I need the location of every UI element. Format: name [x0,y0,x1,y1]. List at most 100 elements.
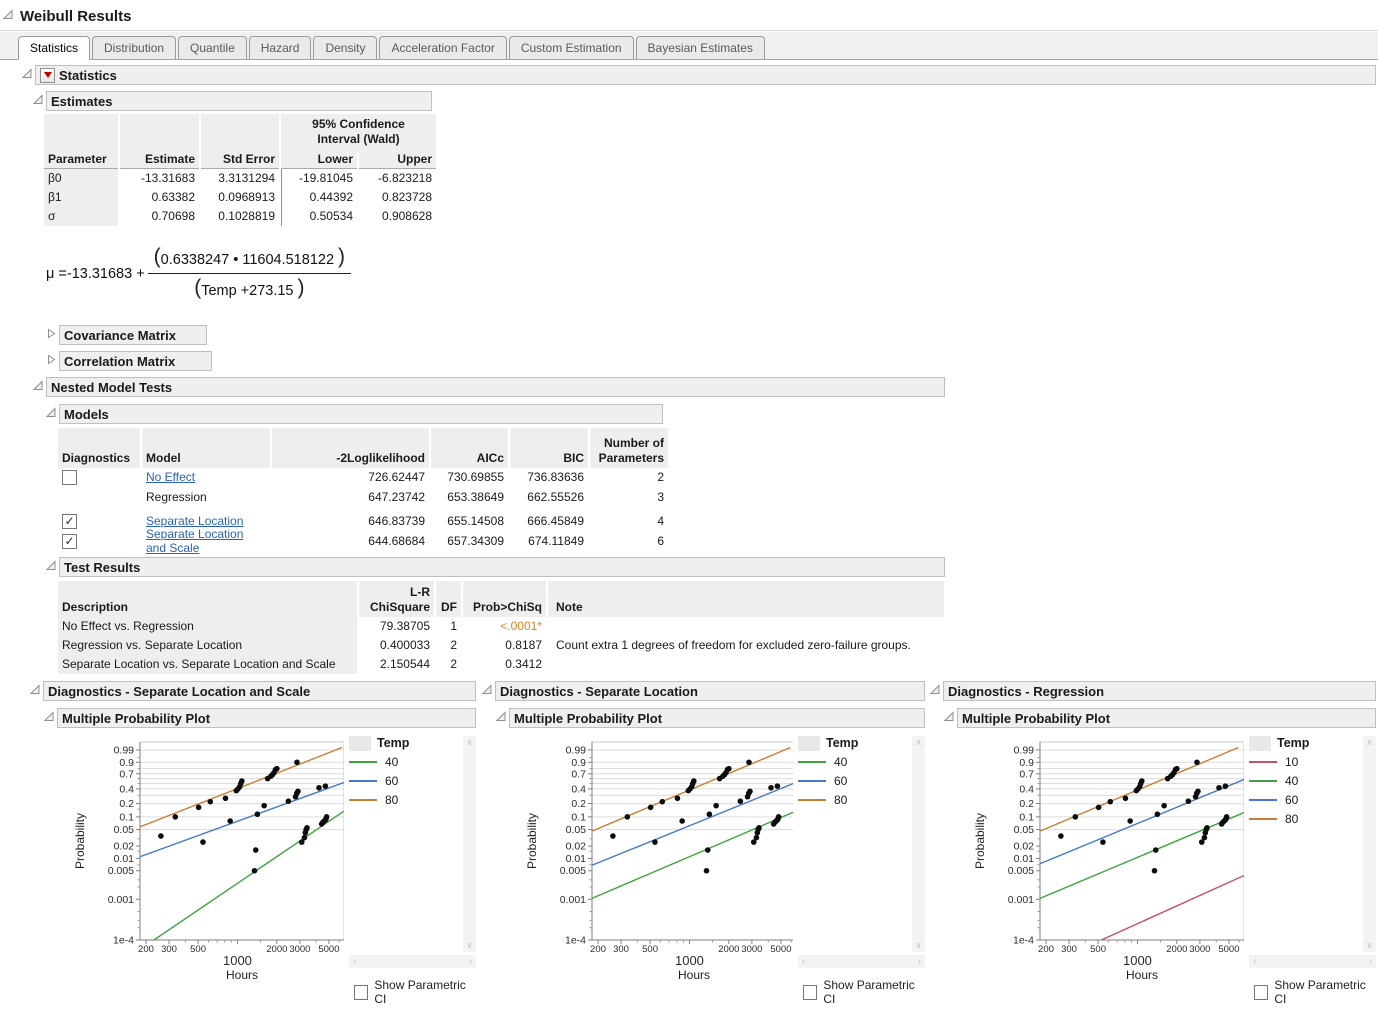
test-chisquare: 79.38705 [379,618,430,633]
disclosure-open-icon[interactable] [29,684,41,698]
scroll-left-icon[interactable]: ‹ [353,956,357,967]
diagnostics-panels: Diagnostics - Separate Location and Scal… [29,681,1378,1006]
scroll-up-icon[interactable]: ∧ [1366,737,1373,747]
legend-item-40[interactable]: 40 [349,752,476,771]
svg-text:1000: 1000 [1123,953,1152,968]
model-link-separate-location-and-scale[interactable]: Separate Location and Scale [146,527,244,555]
tab-custom-estimation[interactable]: Custom Estimation [508,36,634,59]
svg-text:200: 200 [1038,944,1054,955]
disclosure-open-icon[interactable] [943,711,955,725]
probability-plot[interactable]: 0.990.90.7 0.4 0.20.10.05 0.020.010.005 0.00… [496,732,793,982]
legend-item-60[interactable]: 60 [1249,790,1376,809]
scroll-left-icon[interactable]: ‹ [1253,956,1257,967]
scroll-down-icon[interactable]: ∨ [1366,940,1373,950]
tab-statistics[interactable]: Statistics [18,36,91,60]
diagnostics-panel-diagnostics-regression: Diagnostics - Regression Multiple Probabi… [929,681,1376,1006]
models-col-header: BIC [510,428,588,468]
divider [0,30,1378,32]
disclosure-open-icon[interactable] [21,68,33,82]
diagnostics-checkbox[interactable] [62,469,77,485]
disclosure-open-icon[interactable] [32,94,44,108]
scroll-left-icon[interactable]: ‹ [802,956,806,967]
tab-quantile[interactable]: Quantile [178,36,247,59]
show-parametric-ci-checkbox[interactable] [803,984,818,1000]
svg-text:5000: 5000 [318,944,339,955]
legend-item-40[interactable]: 40 [798,752,925,771]
disclosure-closed-icon[interactable] [46,354,57,368]
tab-bar: Statistics Distribution Quantile Hazard Dens… [0,32,1378,60]
svg-text:5000: 5000 [1218,944,1239,955]
scroll-right-icon[interactable]: › [917,956,921,967]
tab-hazard[interactable]: Hazard [248,36,312,59]
disclosure-open-icon[interactable] [32,380,44,394]
scroll-right-icon[interactable]: › [1368,956,1372,967]
show-parametric-ci-checkbox[interactable] [1254,984,1269,1000]
red-triangle-menu-icon[interactable] [40,67,55,83]
disclosure-open-icon[interactable] [43,711,55,725]
scroll-up-icon[interactable]: ∧ [466,737,473,747]
scroll-down-icon[interactable]: ∨ [466,940,473,950]
scroll-right-icon[interactable]: › [468,956,472,967]
svg-text:0.9: 0.9 [1019,757,1034,769]
legend-item-label: 80 [834,792,848,807]
horizontal-scrollbar[interactable]: ‹ › [1249,955,1376,968]
vertical-scrollbar[interactable]: ∧ ∨ [463,736,476,952]
disclosure-open-icon[interactable] [495,711,507,725]
tab-bayesian-estimates[interactable]: Bayesian Estimates [635,36,765,59]
horizontal-scrollbar[interactable]: ‹ › [349,955,476,968]
plot-header-row: Multiple Probability Plot [43,708,476,728]
legend-item-10[interactable]: 10 [1249,752,1376,771]
disclosure-closed-icon[interactable] [46,328,57,342]
svg-text:1e-4: 1e-4 [1013,934,1034,946]
legend-line-swatch [1249,760,1277,763]
disclosure-open-icon[interactable] [481,684,493,698]
model-name-cell: Regression [142,488,270,508]
vertical-scrollbar[interactable]: ∧ ∨ [912,736,925,952]
tab-acceleration-factor[interactable]: Acceleration Factor [379,36,507,59]
legend-item-60[interactable]: 60 [349,771,476,790]
svg-text:1000: 1000 [223,953,252,968]
svg-text:0.02: 0.02 [1014,841,1035,853]
estimates-value: -19.81045 [281,169,357,188]
x-axis-label: Hours [678,968,710,982]
tab-density[interactable]: Density [313,36,378,59]
show-parametric-ci-row: Show Parametric CI [803,978,925,1006]
y-axis-label: Probability [525,813,539,869]
legend-title: Temp [377,736,410,750]
disclosure-open-icon[interactable] [2,9,14,23]
svg-text:0.9: 0.9 [119,757,134,769]
legend-item-40[interactable]: 40 [1249,771,1376,790]
legend-item-80[interactable]: 80 [349,790,476,809]
show-parametric-ci-label: Show Parametric CI [374,978,466,1006]
legend-column: Temp 40 60 80 ∧ ∨ ‹ › Show Parametric CI [798,732,925,1006]
horizontal-scrollbar[interactable]: ‹ › [798,955,925,968]
diagnostics-checkbox[interactable]: ✓ [62,533,77,549]
legend-item-label: 60 [834,773,848,788]
test-df: 2 [450,637,457,652]
disclosure-open-icon[interactable] [929,684,941,698]
estimates-value: 0.70698 [151,208,195,223]
legend-item-80[interactable]: 80 [798,790,925,809]
show-parametric-ci-checkbox[interactable] [354,984,369,1000]
vertical-scrollbar[interactable]: ∧ ∨ [1363,736,1376,952]
probability-plot[interactable]: 0.990.90.7 0.4 0.20.10.05 0.020.010.005 0.00… [44,732,344,982]
diagnostics-checkbox[interactable]: ✓ [62,513,77,529]
tests-section-bar: Test Results [59,557,945,577]
page-title: Weibull Results [20,7,132,25]
disclosure-open-icon[interactable] [45,407,57,421]
disclosure-open-icon[interactable] [45,560,57,574]
model-link-separate-location[interactable]: Separate Location [146,514,244,528]
model-link-no-effect[interactable]: No Effect [146,470,196,484]
test-description: No Effect vs. Regression [58,617,357,636]
statistics-section-title: Statistics [59,67,117,83]
tab-distribution[interactable]: Distribution [92,36,177,59]
scroll-up-icon[interactable]: ∧ [915,737,922,747]
svg-text:0.2: 0.2 [1019,798,1034,810]
legend-item-80[interactable]: 80 [1249,809,1376,828]
probability-plot[interactable]: 0.990.90.7 0.4 0.20.10.05 0.020.010.005 0.00… [944,732,1244,982]
legend-column: Temp 10 40 60 80 ∧ ∨ ‹ › Show Parametric CI [1249,732,1376,1006]
plot-title-bar: Multiple Probability Plot [57,708,476,728]
estimates-value: 0.823728 [381,189,432,204]
legend-item-60[interactable]: 60 [798,771,925,790]
scroll-down-icon[interactable]: ∨ [915,940,922,950]
